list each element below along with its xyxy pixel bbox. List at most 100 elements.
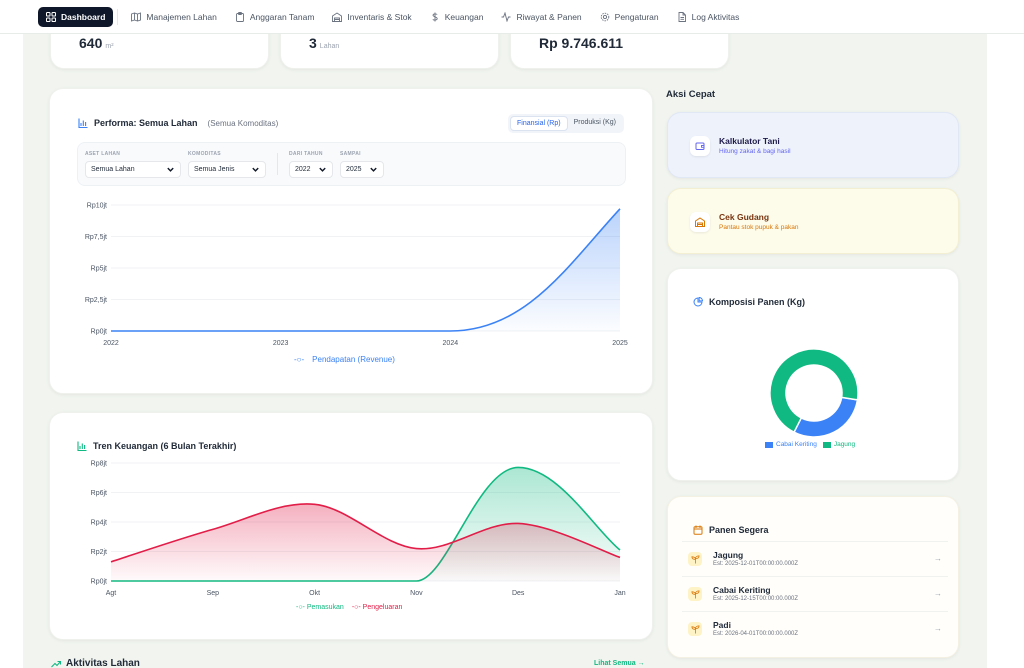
legend-line-icon: -○-	[294, 355, 305, 364]
harvest-item-name: Jagung	[713, 550, 744, 560]
sprout-icon-box	[688, 552, 702, 566]
harvest-item[interactable]: Cabai Keriting Est: 2025-12-15T00:00:00.…	[682, 576, 948, 610]
filter-komoditas: KOMODITAS Semua Jenis	[188, 151, 266, 178]
x-tick-label: Jan	[614, 590, 625, 597]
harvest-item[interactable]: Jagung Est: 2025-12-01T00:00:00.000Z →	[682, 541, 948, 575]
harvest-item[interactable]: Padi Est: 2026-04-01T00:00:00.000Z →	[682, 611, 948, 645]
legend-cabai: Cabai Keriting	[765, 441, 817, 448]
y-tick-label: Rp8jt	[91, 461, 107, 468]
filter-komoditas-value: Semua Jenis	[194, 166, 235, 173]
performance-chart: Rp0jt Rp2,5jt Rp5jt Rp7,5jt Rp10jt 2022 2023 20…	[85, 203, 628, 348]
grid-icon	[46, 11, 56, 22]
chevron-down-icon	[252, 167, 259, 172]
y-tick-label: Rp7,5jt	[85, 234, 107, 241]
stat-value: Rp 9.746.611	[539, 35, 624, 51]
legend-swatch	[822, 441, 831, 448]
nav-riwayat-panen[interactable]: Riwayat & Panen	[492, 7, 590, 27]
nav-pengaturan[interactable]: Pengaturan	[591, 7, 668, 27]
toggle-produksi[interactable]: Produksi (Kg)	[573, 119, 616, 126]
y-tick-label: Rp6jt	[91, 490, 107, 497]
nav-inventaris-stok-label: Inventaris & Stok	[347, 11, 412, 22]
x-tick-label: Nov	[410, 590, 423, 597]
x-tick-label: 2024	[443, 340, 459, 347]
chevron-down-icon	[167, 167, 174, 172]
sprout-icon	[690, 554, 700, 564]
quick-action-title: Kalkulator Tani	[719, 136, 780, 146]
y-tick-label: Rp10jt	[87, 203, 107, 210]
warehouse-icon	[695, 217, 705, 227]
top-navigation: Dashboard Manajemen Lahan Anggaran Tanam…	[0, 0, 1024, 34]
filter-lahan: ASET LAHAN Semua Lahan	[85, 151, 181, 178]
filter-sampai-select[interactable]: 2025	[340, 161, 384, 178]
finance-title: Tren Keuangan (6 Bulan Terakhir)	[77, 441, 236, 451]
filter-lahan-select[interactable]: Semua Lahan	[85, 161, 181, 178]
harvest-item-date: Est: 2026-04-01T00:00:00.000Z	[713, 631, 799, 637]
legend-income-label: Pemasukan	[306, 604, 344, 611]
stat-unit: m²	[105, 43, 114, 50]
finance-chart: Rp0jt Rp2jt Rp4jt Rp6jt Rp8jt Agt Sep Okt Nov Des…	[91, 461, 626, 598]
filter-dari-label: DARI TAHUN	[289, 151, 323, 157]
gear-icon	[600, 12, 609, 21]
filter-lahan-label: ASET LAHAN	[85, 151, 121, 157]
quick-action-gudang[interactable]: Cek Gudang Pantau stok pupuk & pakan	[667, 188, 959, 254]
nav-manajemen-lahan[interactable]: Manajemen Lahan	[122, 7, 225, 27]
activity-title: Aktivitas Lahan	[51, 658, 140, 668]
file-icon	[678, 11, 686, 22]
clipboard-icon	[235, 11, 244, 22]
upcoming-harvest-card: Panen Segera Jagung Est: 2025-12-01T00:0…	[667, 496, 959, 658]
legend-cabai-label: Cabai Keriting	[776, 441, 817, 448]
nav-inventaris-stok[interactable]: Inventaris & Stok	[323, 7, 420, 27]
nav-keuangan[interactable]: Keuangan	[421, 7, 493, 27]
performance-legend: -○- Pendapatan (Revenue)	[294, 355, 395, 364]
filter-sampai-value: 2025	[346, 166, 362, 173]
finance-card: Tren Keuangan (6 Bulan Terakhir) Rp0jt Rp…	[49, 412, 653, 640]
harvest-item-date: Est: 2025-12-01T00:00:00.000Z	[713, 561, 799, 567]
nav-dashboard[interactable]: Dashboard	[38, 6, 114, 27]
wallet-icon-box	[690, 136, 710, 156]
nav-dashboard-label: Dashboard	[61, 11, 106, 22]
chevron-down-icon	[319, 167, 326, 172]
series-line	[111, 208, 621, 332]
donut-slice	[793, 396, 859, 438]
y-tick-label: Rp0jt	[91, 329, 107, 336]
toggle-finansial[interactable]: Finansial (Rp)	[510, 116, 568, 131]
quick-action-title: Cek Gudang	[719, 212, 770, 222]
series-line	[110, 503, 621, 563]
filter-dari-value: 2022	[295, 166, 311, 173]
harvest-item-date: Est: 2025-12-15T00:00:00.000Z	[713, 596, 799, 602]
sprout-icon	[690, 624, 700, 634]
quick-action-subtitle: Hitung zakat & bagi hasil	[719, 148, 791, 155]
composition-legend: Cabai Keriting Jagung	[765, 441, 855, 448]
y-tick-label: Rp2jt	[91, 549, 107, 556]
nav-log-aktivitas[interactable]: Log Aktivitas	[668, 7, 749, 27]
pie-chart-icon	[693, 297, 703, 307]
stat-value: 640 m²	[79, 35, 114, 51]
x-tick-label: Sep	[207, 590, 220, 597]
nav-manajemen-lahan-label: Manajemen Lahan	[146, 11, 217, 22]
view-toggle: Finansial (Rp) Produksi (Kg)	[508, 114, 624, 133]
nav-anggaran-tanam[interactable]: Anggaran Tanam	[226, 7, 324, 27]
wallet-icon	[695, 142, 705, 150]
filter-sampai: SAMPAI 2025	[340, 151, 384, 178]
upcoming-harvest-title-text: Panen Segera	[709, 525, 769, 535]
filter-dari-select[interactable]: 2022	[289, 161, 333, 178]
filter-komoditas-select[interactable]: Semua Jenis	[188, 161, 266, 178]
stat-unit: Lahan	[319, 43, 340, 50]
arrow-right-icon: →	[934, 624, 942, 633]
legend-expense: -○- Pengeluaran	[351, 604, 403, 611]
warehouse-icon-box	[690, 212, 710, 232]
performance-title-text: Performa: Semua Lahan	[94, 118, 198, 128]
quick-action-kalkulator[interactable]: Kalkulator Tani Hitung zakat & bagi hasi…	[667, 112, 959, 178]
legend-jagung-label: Jagung	[833, 441, 856, 448]
warehouse-icon	[332, 11, 343, 22]
nav-pengaturan-label: Pengaturan	[614, 11, 659, 22]
sprout-icon-box	[688, 622, 702, 636]
harvest-item-name: Cabai Keriting	[713, 585, 771, 595]
quick-action-subtitle: Pantau stok pupuk & pakan	[719, 224, 799, 231]
see-all-link[interactable]: Lihat Semua →	[594, 660, 645, 667]
activity-title-text: Aktivitas Lahan	[66, 658, 140, 668]
bar-chart-icon	[77, 441, 87, 451]
legend-swatch	[765, 441, 773, 448]
nav-keuangan-label: Keuangan	[444, 11, 484, 22]
performance-card: Performa: Semua Lahan (Semua Komoditas) …	[49, 88, 653, 394]
